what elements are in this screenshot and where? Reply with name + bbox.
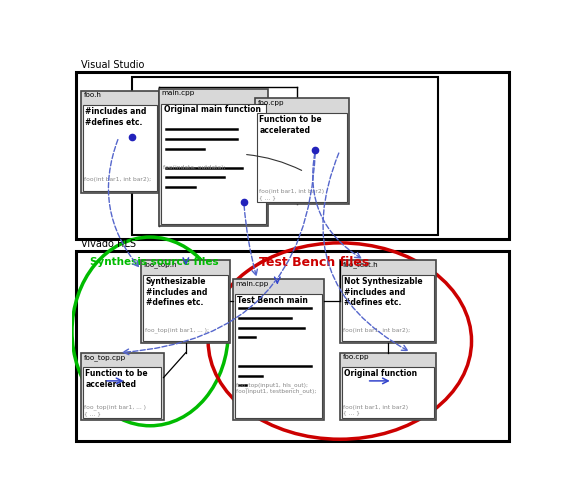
Text: Synthesizable
#includes and
#defines etc.: Synthesizable #includes and #defines etc… [146,277,207,308]
Text: Test Bench files: Test Bench files [259,256,370,268]
Bar [77,72,509,239]
Text: foo(indata, outdata);: foo(indata, outdata); [162,166,225,170]
Bar [255,98,348,204]
Text: foo(int bar1, int bar2)
{ ... }: foo(int bar1, int bar2) { ... } [343,404,408,416]
Bar [161,104,266,224]
Text: main.cpp: main.cpp [236,280,269,286]
Text: foo(int bar1, int bar2)
{ ... }: foo(int bar1, int bar2) { ... } [259,189,324,200]
Bar [342,367,434,418]
Text: foo_top.cpp: foo_top.cpp [84,354,126,360]
Text: Test Bench main: Test Bench main [237,296,308,305]
Text: foo_top(input1, hls_out);: foo_top(input1, hls_out); [236,382,308,388]
Text: #includes and
#defines etc.: #includes and #defines etc. [85,108,147,127]
Text: foo_top(int bar1, ... )
{ ... }: foo_top(int bar1, ... ) { ... } [85,404,146,416]
Text: Function to be
accelerated: Function to be accelerated [85,369,148,389]
Bar [83,106,157,191]
Bar [340,260,436,343]
Text: Synthesis source files: Synthesis source files [90,257,218,267]
Text: main.cpp: main.cpp [162,90,195,96]
Bar [159,89,268,226]
Text: Original main function: Original main function [164,106,260,114]
Text: Vivado HLS: Vivado HLS [81,238,136,248]
Text: foo.cpp: foo.cpp [257,100,285,105]
Bar [83,367,161,418]
Text: foo.h: foo.h [84,92,101,98]
Text: foo.cpp: foo.cpp [343,354,369,360]
Bar [235,294,322,418]
Text: foo(input1, testbench_out);: foo(input1, testbench_out); [236,388,317,394]
Bar [141,260,230,343]
Bar [233,280,324,420]
Text: foo_top.h: foo_top.h [144,262,177,268]
Text: foo_top(int bar1, ... );: foo_top(int bar1, ... ); [145,328,209,334]
Text: Visual Studio: Visual Studio [81,60,145,70]
Bar [81,352,164,420]
Bar [257,113,347,202]
Bar [81,91,159,193]
Bar [132,78,438,235]
Bar [143,275,228,341]
Bar [77,250,509,441]
Bar [340,352,436,420]
Text: foo(int bar1, int bar2);: foo(int bar1, int bar2); [343,328,411,332]
Text: foo(int bar1, int bar2);: foo(int bar1, int bar2); [85,178,151,182]
Text: foo_test.h: foo_test.h [343,262,378,268]
Bar [342,275,434,341]
Text: Not Synthesizable
#includes and
#defines etc.: Not Synthesizable #includes and #defines… [344,277,423,308]
Text: Function to be
accelerated: Function to be accelerated [259,115,322,135]
Text: Original function: Original function [344,369,418,378]
